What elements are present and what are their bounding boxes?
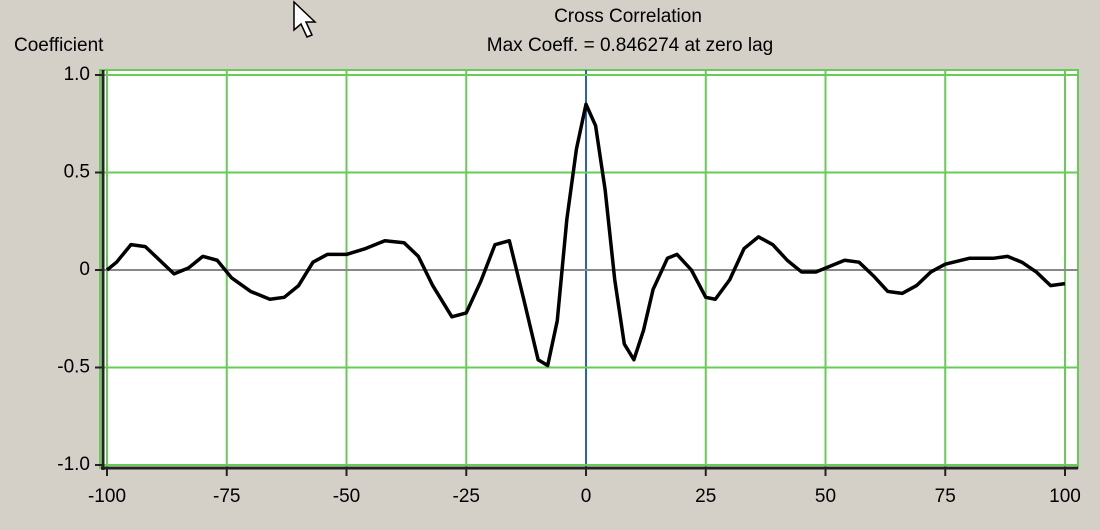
chart-title: Cross Correlation [554,6,702,27]
x-tick-label: 0 [581,486,592,507]
data-line [105,102,1066,368]
y-tick-label: 1.0 [64,64,90,85]
x-tick-label: -100 [88,486,126,507]
x-tick-label: 50 [815,486,836,507]
mouse-cursor [293,0,317,38]
x-tick-label: -50 [333,486,360,507]
y-axis-label: Coefficient [14,35,104,56]
chart-subtitle: Max Coeff. = 0.846274 at zero lag [487,35,773,56]
y-tick-label: -1.0 [57,454,90,475]
y-tick-label: -0.5 [57,357,90,378]
x-tick-label: -75 [213,486,240,507]
x-tick-label: 25 [695,486,716,507]
y-tick-label: 0.5 [64,162,90,183]
x-tick-label: 100 [1049,486,1081,507]
y-tick-label: 0 [79,259,90,280]
x-tick-label: 75 [935,486,956,507]
x-tick-label: -25 [453,486,480,507]
